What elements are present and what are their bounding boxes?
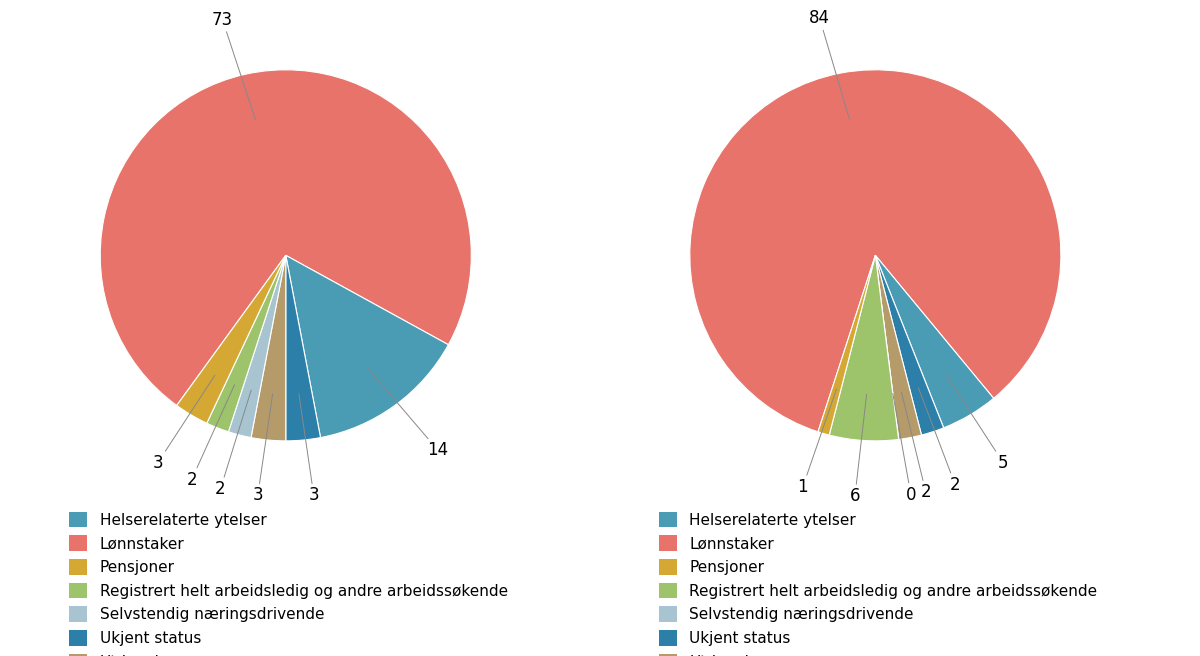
Wedge shape bbox=[690, 70, 1061, 432]
Text: 84: 84 bbox=[809, 9, 850, 119]
Text: 3: 3 bbox=[252, 394, 272, 504]
Text: 2: 2 bbox=[186, 384, 234, 489]
Wedge shape bbox=[176, 255, 286, 423]
Text: 73: 73 bbox=[212, 11, 256, 119]
Wedge shape bbox=[829, 255, 899, 441]
Wedge shape bbox=[875, 255, 922, 440]
Wedge shape bbox=[101, 70, 472, 405]
Wedge shape bbox=[818, 255, 875, 435]
Wedge shape bbox=[875, 255, 899, 440]
Text: 0: 0 bbox=[893, 394, 916, 504]
Text: 5: 5 bbox=[946, 375, 1009, 472]
Wedge shape bbox=[251, 255, 286, 441]
Text: 6: 6 bbox=[850, 394, 866, 505]
Text: 1: 1 bbox=[798, 389, 836, 496]
Wedge shape bbox=[286, 255, 320, 441]
Text: 3: 3 bbox=[299, 394, 319, 504]
Text: 14: 14 bbox=[367, 368, 449, 459]
Wedge shape bbox=[875, 255, 994, 428]
Wedge shape bbox=[875, 255, 943, 435]
Wedge shape bbox=[228, 255, 286, 438]
Text: 2: 2 bbox=[215, 390, 251, 498]
Legend: Helserelaterte ytelser, Lønnstaker, Pensjoner, Registrert helt arbeidsledig og a: Helserelaterte ytelser, Lønnstaker, Pens… bbox=[61, 504, 516, 656]
Text: 2: 2 bbox=[918, 388, 960, 494]
Text: 2: 2 bbox=[901, 392, 931, 501]
Text: 3: 3 bbox=[152, 375, 215, 472]
Legend: Helserelaterte ytelser, Lønnstaker, Pensjoner, Registrert helt arbeidsledig og a: Helserelaterte ytelser, Lønnstaker, Pens… bbox=[652, 504, 1105, 656]
Wedge shape bbox=[286, 255, 449, 438]
Wedge shape bbox=[206, 255, 286, 432]
